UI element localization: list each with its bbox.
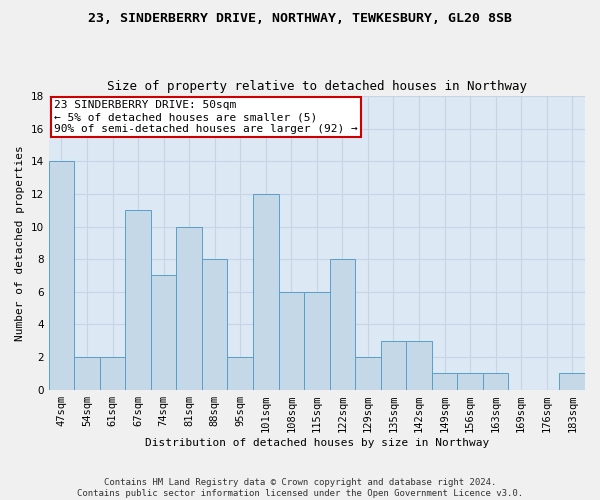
Bar bbox=[100, 357, 125, 390]
Text: Contains HM Land Registry data © Crown copyright and database right 2024.
Contai: Contains HM Land Registry data © Crown c… bbox=[77, 478, 523, 498]
Y-axis label: Number of detached properties: Number of detached properties bbox=[15, 145, 25, 340]
Bar bbox=[176, 226, 202, 390]
Bar bbox=[559, 374, 585, 390]
Bar bbox=[278, 292, 304, 390]
Bar bbox=[483, 374, 508, 390]
Bar bbox=[304, 292, 329, 390]
Title: Size of property relative to detached houses in Northway: Size of property relative to detached ho… bbox=[107, 80, 527, 94]
Bar bbox=[457, 374, 483, 390]
X-axis label: Distribution of detached houses by size in Northway: Distribution of detached houses by size … bbox=[145, 438, 489, 448]
Bar bbox=[355, 357, 380, 390]
Bar bbox=[151, 276, 176, 390]
Bar bbox=[74, 357, 100, 390]
Bar bbox=[202, 259, 227, 390]
Bar bbox=[49, 162, 74, 390]
Bar bbox=[380, 340, 406, 390]
Bar bbox=[406, 340, 432, 390]
Text: 23, SINDERBERRY DRIVE, NORTHWAY, TEWKESBURY, GL20 8SB: 23, SINDERBERRY DRIVE, NORTHWAY, TEWKESB… bbox=[88, 12, 512, 26]
Bar bbox=[125, 210, 151, 390]
Text: 23 SINDERBERRY DRIVE: 50sqm
← 5% of detached houses are smaller (5)
90% of semi-: 23 SINDERBERRY DRIVE: 50sqm ← 5% of deta… bbox=[54, 100, 358, 134]
Bar bbox=[329, 259, 355, 390]
Bar bbox=[253, 194, 278, 390]
Bar bbox=[227, 357, 253, 390]
Bar bbox=[432, 374, 457, 390]
